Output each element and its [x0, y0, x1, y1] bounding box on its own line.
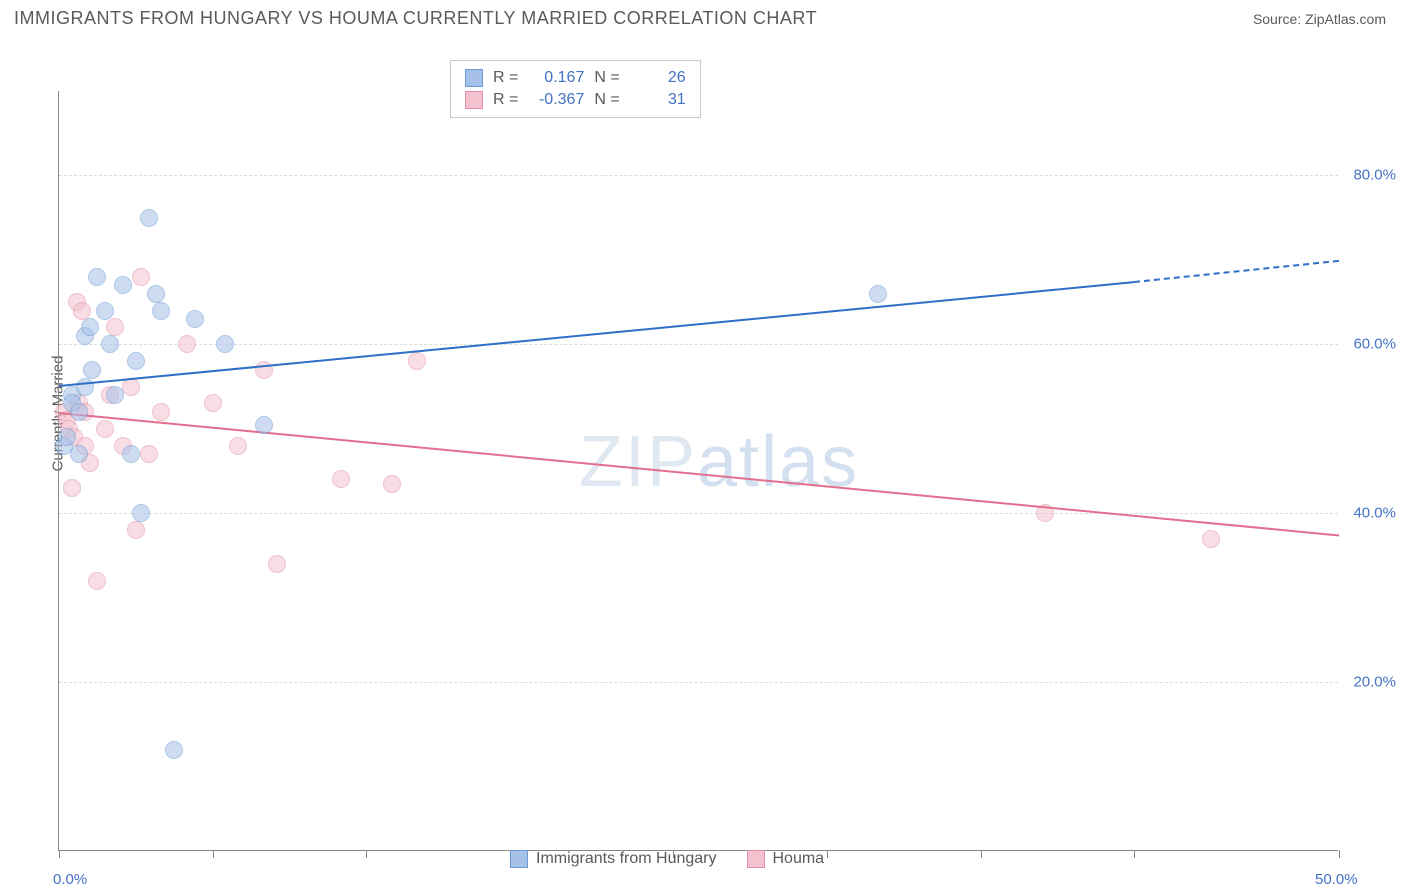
series-b-point: [332, 470, 350, 488]
legend-series: Immigrants from Hungary Houma: [510, 850, 824, 868]
series-a-point: [869, 285, 887, 303]
gridline: [59, 682, 1338, 683]
series-a-point: [140, 209, 158, 227]
series-a-point: [114, 276, 132, 294]
series-b-point: [383, 475, 401, 493]
x-tick: [827, 850, 828, 858]
series-a-point: [186, 310, 204, 328]
n-value-b: 31: [630, 89, 686, 111]
series-b-point: [229, 437, 247, 455]
series-a-point: [83, 361, 101, 379]
gridline: [59, 513, 1338, 514]
series-b-point: [1202, 530, 1220, 548]
series-b-point: [255, 361, 273, 379]
series-a-trendline-extrapolated: [1134, 260, 1339, 283]
series-a-point: [132, 504, 150, 522]
series-a-point: [127, 352, 145, 370]
series-a-point: [106, 386, 124, 404]
swatch-series-b: [747, 850, 765, 868]
series-b-point: [132, 268, 150, 286]
series-b-label: Houma: [773, 850, 825, 868]
series-a-point: [147, 285, 165, 303]
y-tick-label: 60.0%: [1353, 336, 1396, 353]
x-tick: [366, 850, 367, 858]
series-a-point: [58, 428, 76, 446]
series-b-point: [88, 572, 106, 590]
legend-correlation: R = 0.167 N = 26 R = -0.367 N = 31: [450, 60, 701, 118]
series-b-point: [152, 403, 170, 421]
legend-item-series-a: Immigrants from Hungary: [510, 850, 717, 868]
x-tick-label: 0.0%: [53, 871, 87, 888]
series-b-trendline: [59, 412, 1339, 536]
r-value-a: 0.167: [528, 67, 584, 89]
chart-source: Source: ZipAtlas.com: [1253, 11, 1386, 27]
series-a-point: [70, 403, 88, 421]
y-tick-label: 40.0%: [1353, 505, 1396, 522]
watermark-suffix: atlas: [697, 422, 859, 502]
series-a-point: [96, 302, 114, 320]
chart-header: IMMIGRANTS FROM HUNGARY VS HOUMA CURRENT…: [0, 0, 1406, 35]
chart-title: IMMIGRANTS FROM HUNGARY VS HOUMA CURRENT…: [14, 8, 817, 29]
r-label: R =: [493, 67, 518, 89]
legend-row-series-b: R = -0.367 N = 31: [465, 89, 686, 111]
n-value-a: 26: [630, 67, 686, 89]
series-b-point: [140, 445, 158, 463]
series-b-point: [408, 352, 426, 370]
swatch-series-a: [510, 850, 528, 868]
swatch-series-a: [465, 69, 483, 87]
series-b-point: [204, 394, 222, 412]
series-b-point: [178, 335, 196, 353]
n-label: N =: [594, 89, 619, 111]
series-a-point: [76, 378, 94, 396]
series-b-point: [63, 479, 81, 497]
r-label: R =: [493, 89, 518, 111]
series-b-point: [73, 302, 91, 320]
legend-item-series-b: Houma: [747, 850, 825, 868]
x-tick-label: 50.0%: [1315, 871, 1358, 888]
x-tick: [1339, 850, 1340, 858]
x-tick: [213, 850, 214, 858]
series-a-point: [81, 318, 99, 336]
gridline: [59, 175, 1338, 176]
series-a-point: [70, 445, 88, 463]
x-tick: [1134, 850, 1135, 858]
legend-row-series-a: R = 0.167 N = 26: [465, 67, 686, 89]
series-a-trendline: [59, 281, 1134, 387]
swatch-series-b: [465, 91, 483, 109]
watermark: ZIPatlas: [579, 421, 859, 503]
x-tick: [981, 850, 982, 858]
series-a-point: [88, 268, 106, 286]
gridline: [59, 344, 1338, 345]
series-a-point: [255, 416, 273, 434]
series-a-point: [101, 335, 119, 353]
x-tick: [59, 850, 60, 858]
y-tick-label: 80.0%: [1353, 167, 1396, 184]
series-a-point: [165, 741, 183, 759]
n-label: N =: [594, 67, 619, 89]
series-b-point: [127, 521, 145, 539]
series-a-point: [122, 445, 140, 463]
series-b-point: [268, 555, 286, 573]
scatter-plot: ZIPatlas 20.0%40.0%60.0%80.0%0.0%50.0%: [58, 91, 1338, 851]
series-b-point: [106, 318, 124, 336]
series-a-label: Immigrants from Hungary: [536, 850, 717, 868]
y-tick-label: 20.0%: [1353, 674, 1396, 691]
watermark-prefix: ZIP: [579, 422, 697, 502]
series-b-point: [96, 420, 114, 438]
series-a-point: [216, 335, 234, 353]
r-value-b: -0.367: [528, 89, 584, 111]
series-a-point: [152, 302, 170, 320]
